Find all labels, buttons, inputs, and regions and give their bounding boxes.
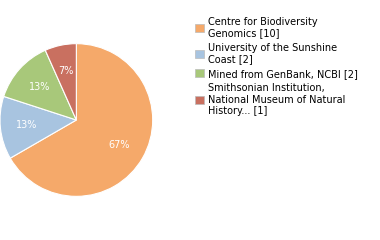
Wedge shape xyxy=(10,44,153,196)
Legend: Centre for Biodiversity
Genomics [10], University of the Sunshine
Coast [2], Min: Centre for Biodiversity Genomics [10], U… xyxy=(195,17,358,116)
Text: 7%: 7% xyxy=(59,66,74,77)
Wedge shape xyxy=(45,44,76,120)
Wedge shape xyxy=(0,96,76,158)
Text: 13%: 13% xyxy=(16,120,38,130)
Wedge shape xyxy=(4,50,76,120)
Text: 13%: 13% xyxy=(29,82,50,92)
Text: 67%: 67% xyxy=(109,140,130,150)
